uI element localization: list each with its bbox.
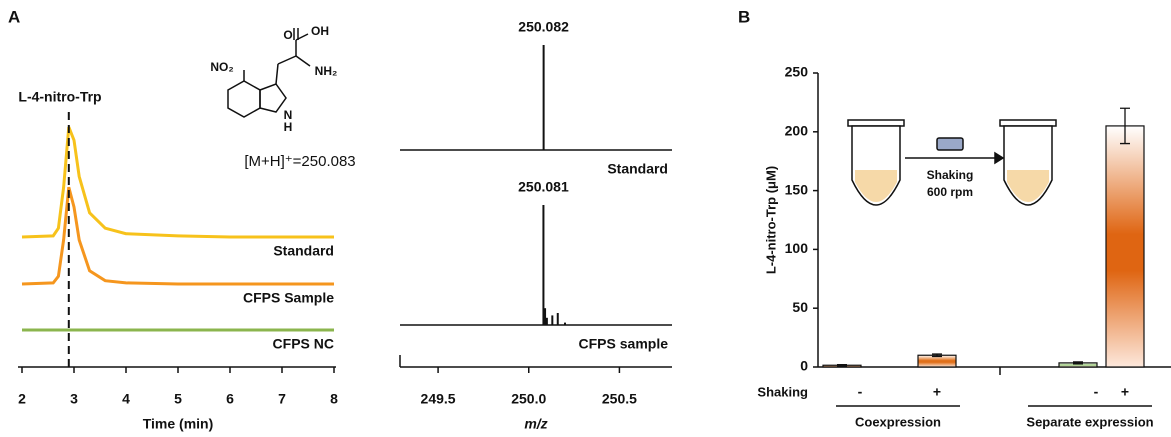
error-bar [1120, 107, 1130, 145]
series-label: CFPS Sample [243, 290, 334, 306]
y-tick-label: 0 [800, 358, 808, 374]
x-tick-label: 2 [18, 391, 26, 407]
y-tick-label: 200 [785, 123, 809, 139]
y-tick-label: 150 [785, 181, 809, 197]
structure-label: N [284, 108, 293, 122]
x-tick-label: 3 [70, 391, 78, 407]
panel-label: A [8, 7, 20, 26]
y-tick-label: 250 [785, 64, 809, 80]
panel-label: B [738, 7, 750, 26]
group-label: Coexpression [855, 414, 941, 429]
row-label: Shaking [757, 384, 808, 399]
trace [21, 126, 334, 239]
series-label: CFPS NC [273, 336, 334, 352]
inset-label: Shaking [927, 168, 974, 182]
bar [1105, 125, 1145, 368]
x-tick-label: 250.0 [511, 391, 546, 407]
group-label: Separate expression [1026, 414, 1153, 429]
inset-label: 600 rpm [927, 185, 973, 199]
y-axis-label: L-4-nitro-Trp (μM) [763, 166, 778, 274]
structure-label: O [283, 28, 292, 42]
annotation: [M+H]⁺=250.083 [244, 153, 355, 170]
x-tick-label: 250.5 [602, 391, 637, 407]
structure-label: H [284, 120, 293, 134]
error-bar [932, 353, 942, 358]
trace [21, 186, 334, 286]
y-tick-label: 50 [792, 299, 808, 315]
x-tick-label: - [858, 384, 863, 400]
x-tick-label: 4 [122, 391, 130, 407]
error-bar [837, 363, 847, 367]
peak-label: 250.081 [518, 179, 569, 195]
series-label: Standard [607, 161, 668, 177]
structure [227, 28, 311, 118]
x-tick-label: 6 [226, 391, 234, 407]
x-tick-label: + [1121, 384, 1129, 400]
x-tick-label: + [933, 384, 941, 400]
y-tick-label: 100 [785, 240, 809, 256]
error-bar [1073, 361, 1083, 365]
peak-label: 250.082 [518, 19, 569, 35]
structure-label: NH₂ [315, 64, 338, 78]
series-label: Standard [273, 243, 334, 259]
x-tick-label: 8 [330, 391, 338, 407]
x-tick-label: 249.5 [421, 391, 456, 407]
structure-label: NO₂ [210, 60, 233, 74]
x-tick-label: - [1094, 384, 1099, 400]
annotation: L-4-nitro-Trp [18, 89, 101, 105]
x-tick-label: 5 [174, 391, 182, 407]
series-label: CFPS sample [579, 336, 669, 352]
x-tick-label: 7 [278, 391, 286, 407]
x-axis-label: m/z [524, 416, 547, 432]
structure-label: OH [311, 24, 329, 38]
x-axis-label: Time (min) [143, 416, 214, 432]
inset [847, 119, 1057, 206]
